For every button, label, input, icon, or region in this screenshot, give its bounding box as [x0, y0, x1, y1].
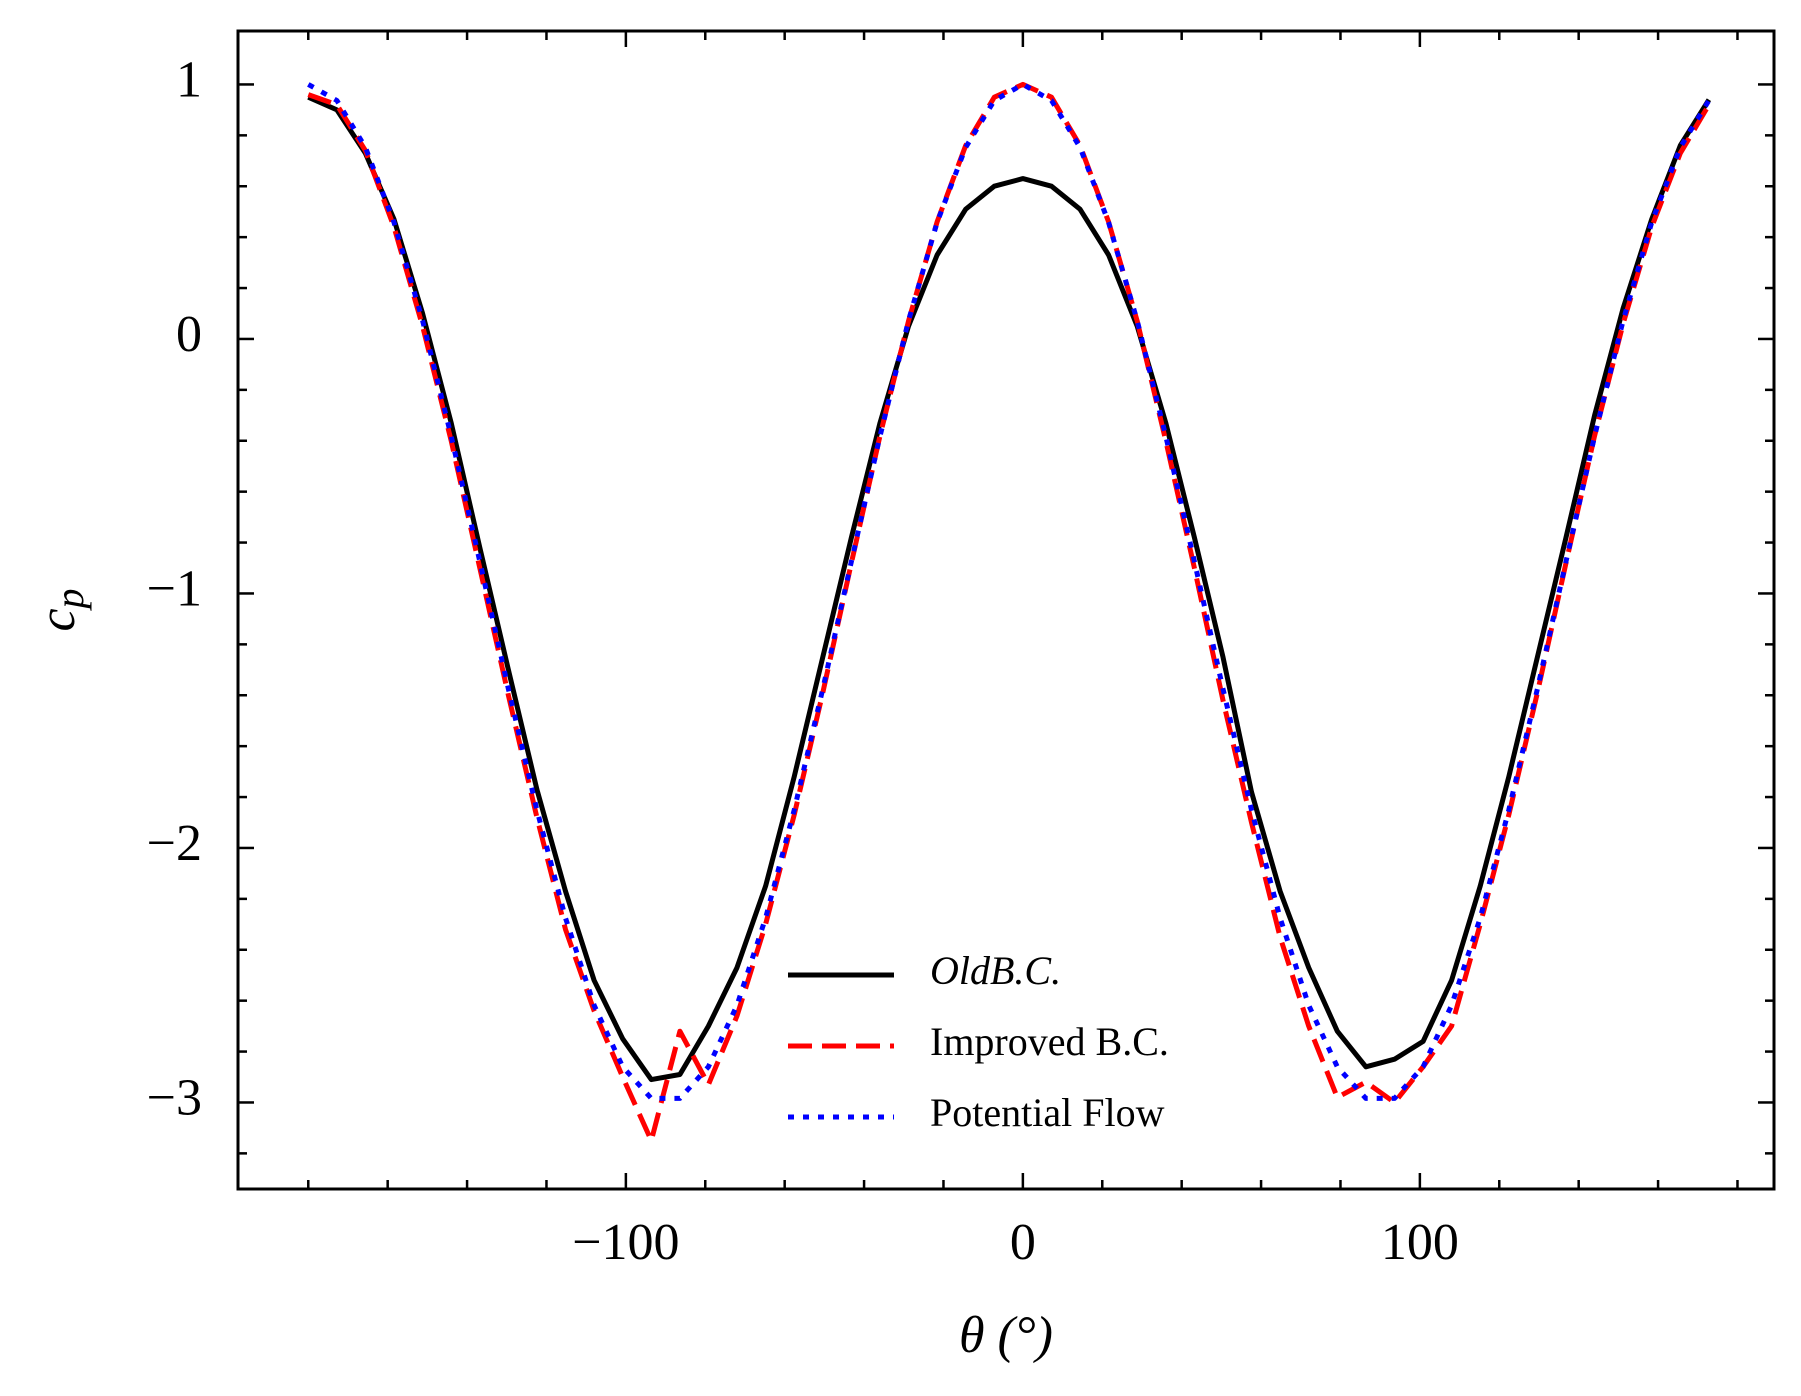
y-label-main: c — [29, 608, 86, 631]
x-axis-label: θ (°) — [959, 1307, 1053, 1364]
y-tick-label: 0 — [176, 306, 202, 363]
x-label-text: θ (°) — [959, 1307, 1053, 1364]
series-line — [307, 94, 1712, 1083]
legend-label: OldB.C. — [930, 948, 1061, 993]
series-line — [307, 81, 1712, 1101]
x-tick-label: −100 — [572, 1214, 679, 1271]
y-tick-label: −1 — [147, 560, 202, 617]
y-tick-label: −3 — [147, 1069, 202, 1126]
y-axis-label: cp — [29, 588, 92, 631]
y-tick-label: 1 — [176, 51, 202, 108]
y-tick-label: −2 — [147, 815, 202, 872]
legend-label: Improved B.C. — [930, 1019, 1169, 1064]
x-tick-label: 100 — [1381, 1214, 1459, 1271]
y-label-sub: p — [47, 588, 92, 611]
plot-frame — [236, 29, 1776, 1191]
x-tick-label: 0 — [1010, 1214, 1036, 1271]
legend-label: Potential Flow — [930, 1090, 1165, 1135]
